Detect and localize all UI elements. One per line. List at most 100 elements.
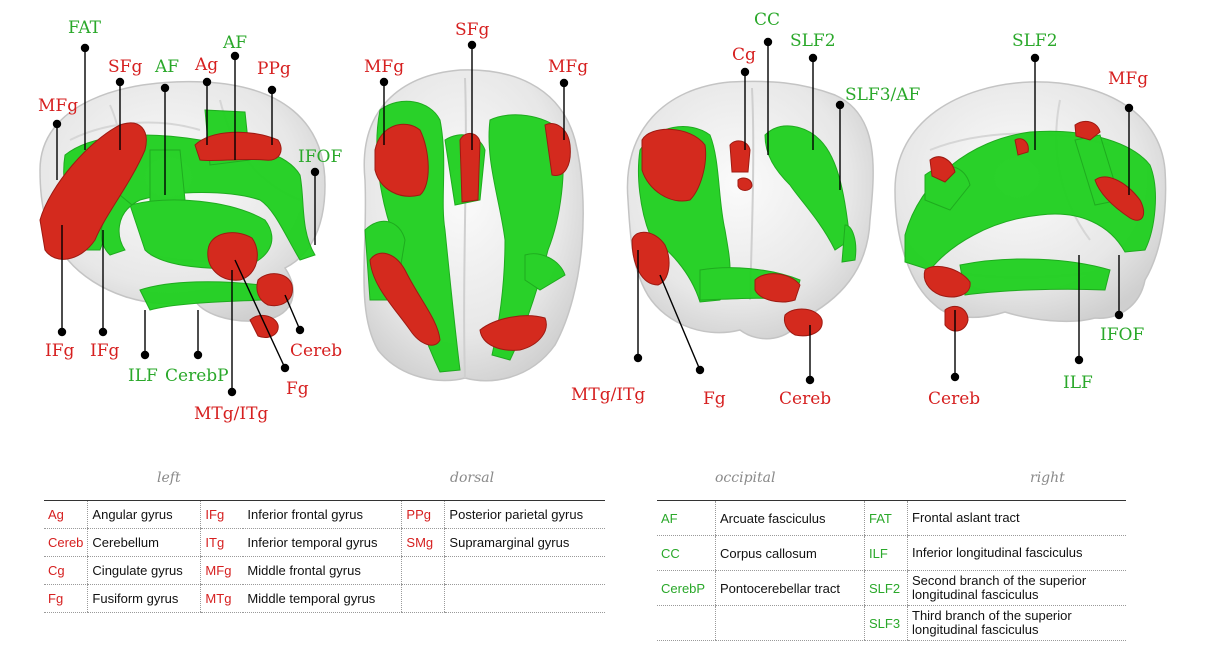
table-row: CC Corpus callosum ILF Inferior longitud… (657, 535, 1126, 571)
legend-abbr: ITg (200, 528, 244, 557)
label-ppg: PPg (257, 59, 291, 79)
occipital-pointer-lines (633, 37, 845, 385)
legend-abbr (657, 605, 716, 641)
label-mfg: MFg (38, 96, 78, 116)
label-ifg: IFg (90, 341, 120, 361)
label-fg: Fg (286, 379, 309, 399)
right-pointer-lines (950, 53, 1134, 382)
label-af: AF (222, 33, 247, 53)
legend-abbr: AF (657, 500, 716, 536)
legend-name (444, 584, 606, 613)
table-row: CerebP Pontocerebellar tract SLF2 Second… (657, 570, 1126, 606)
legend-abbr: MFg (200, 556, 244, 585)
right-red-regions (923, 121, 1145, 332)
label-fat: FAT (68, 18, 102, 38)
label-ifof: IFOF (1100, 325, 1144, 345)
legend-abbr (401, 556, 445, 585)
dorsal-pointer-lines (379, 40, 569, 150)
label-ifof: IFOF (298, 147, 342, 167)
table-row: Fg Fusiform gyrus MTg Middle temporal gy… (44, 584, 606, 613)
legend-name: Cingulate gyrus (87, 556, 201, 585)
dorsal-view: MFg SFg MFg (363, 20, 588, 382)
legend-name: Inferior longitudinal fasciculus (907, 535, 1126, 571)
label-cc: CC (754, 10, 780, 30)
label-cereb: Cereb (779, 389, 831, 409)
label-ilf: ILF (128, 366, 158, 386)
left-view: FAT SFg AF Ag AF PPg MFg IFOF IFg IFg IL… (38, 18, 342, 424)
legend-name: Second branch of the superior longitudin… (907, 570, 1126, 606)
label-mtg-itg: MTg/ITg (571, 385, 645, 405)
legend-name: Frontal aslant tract (907, 500, 1126, 536)
caption-occipital: occipital (715, 470, 775, 486)
legend-abbr: SLF3 (864, 605, 908, 641)
legend-abbr: Fg (44, 584, 88, 613)
table-row: Ag Angular gyrus IFg Inferior frontal gy… (44, 500, 606, 529)
table-row: Cereb Cerebellum ITg Inferior temporal g… (44, 528, 606, 557)
label-ag: Ag (194, 55, 218, 75)
legend-abbr: SLF2 (864, 570, 908, 606)
label-cerebp: CerebP (165, 366, 229, 386)
legend-abbr: CerebP (657, 570, 716, 606)
legend-name: Inferior temporal gyrus (243, 528, 402, 557)
legend-name (715, 605, 865, 641)
left-pointer-lines (52, 43, 320, 397)
right-green-tracts (904, 130, 1156, 296)
legend-name: Cerebellum (87, 528, 201, 557)
label-cereb: Cereb (290, 341, 342, 361)
legend-abbr: ILF (864, 535, 908, 571)
legend-abbr: MTg (200, 584, 244, 613)
legend-name: Middle temporal gyrus (243, 584, 402, 613)
legend-abbr: Ag (44, 500, 88, 529)
legend-abbr: PPg (401, 500, 445, 529)
left-labels: FAT SFg AF Ag AF PPg MFg IFOF IFg IFg IL… (38, 18, 342, 424)
label-cg: Cg (732, 45, 756, 65)
legend-name: Middle frontal gyrus (243, 556, 402, 585)
caption-right: right (1030, 470, 1065, 486)
legend-abbr: SMg (401, 528, 445, 557)
legend-name: Inferior frontal gyrus (243, 500, 402, 529)
label-mtg-itg: MTg/ITg (194, 404, 268, 424)
legend-name: Supramarginal gyrus (444, 528, 606, 557)
label-mfg: MFg (548, 57, 588, 77)
occipital-red-regions (631, 128, 823, 337)
legend-name: Fusiform gyrus (87, 584, 201, 613)
right-labels: SLF2 MFg IFOF ILF Cereb (928, 31, 1148, 409)
label-slf3-af: SLF3/AF (845, 85, 921, 105)
label-cereb: Cereb (928, 389, 980, 409)
legend-tracts-table: AF Arcuate fasciculus FAT Frontal aslant… (657, 500, 1126, 641)
legend-abbr: FAT (864, 500, 908, 536)
legend-name: Arcuate fasciculus (715, 500, 865, 536)
dorsal-labels: MFg SFg MFg (364, 20, 588, 77)
legend-abbr: IFg (200, 500, 244, 529)
label-slf2: SLF2 (1012, 31, 1058, 51)
label-sfg: SFg (108, 57, 142, 77)
occipital-green-tracts (638, 125, 857, 303)
legend-name: Posterior parietal gyrus (444, 500, 606, 529)
label-ifg: IFg (45, 341, 75, 361)
legend-regions-table: Ag Angular gyrus IFg Inferior frontal gy… (44, 500, 606, 613)
right-view: SLF2 MFg IFOF ILF Cereb (894, 31, 1167, 409)
legend-name: Corpus callosum (715, 535, 865, 571)
view-captions: left dorsal occipital right (157, 470, 1065, 486)
legend-abbr: CC (657, 535, 716, 571)
label-ilf: ILF (1063, 373, 1093, 393)
left-red-regions (39, 122, 293, 338)
table-row: SLF3 Third branch of the superior longit… (657, 605, 1126, 641)
caption-dorsal: dorsal (450, 470, 494, 486)
label-mfg: MFg (1108, 69, 1148, 89)
occipital-view: CC Cg SLF2 SLF3/AF MTg/ITg Fg Cereb (571, 10, 921, 409)
label-af: AF (154, 57, 179, 77)
label-slf2: SLF2 (790, 31, 836, 51)
table-row: AF Arcuate fasciculus FAT Frontal aslant… (657, 500, 1126, 536)
caption-left: left (157, 470, 181, 486)
legend-name: Third branch of the superior longitudina… (907, 605, 1126, 641)
label-mfg: MFg (364, 57, 404, 77)
legend-name: Pontocerebellar tract (715, 570, 865, 606)
label-fg: Fg (703, 389, 726, 409)
legend-abbr (401, 584, 445, 613)
label-sfg: SFg (455, 20, 489, 40)
legend-abbr: Cg (44, 556, 88, 585)
legend-abbr: Cereb (44, 528, 88, 557)
occipital-labels: CC Cg SLF2 SLF3/AF MTg/ITg Fg Cereb (571, 10, 921, 409)
